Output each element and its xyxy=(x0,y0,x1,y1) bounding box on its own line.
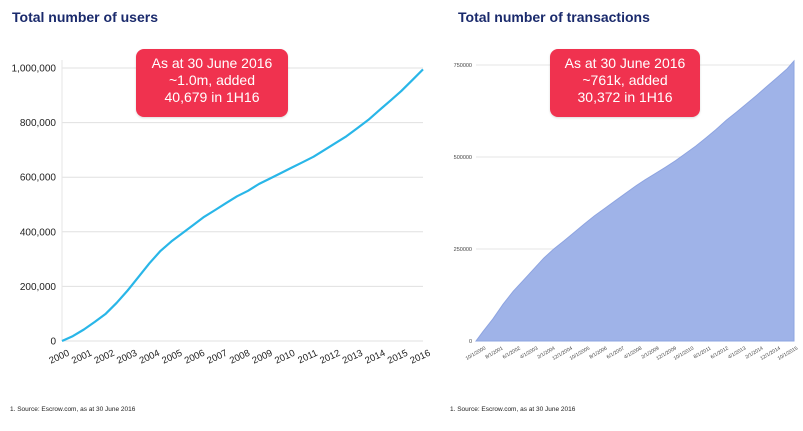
x-tick-label: 10/1/2000 xyxy=(465,345,487,361)
x-tick-label: 8/1/2011 xyxy=(693,345,713,360)
x-tick-label: 2006 xyxy=(183,348,207,367)
y-tick-label: 0 xyxy=(469,339,472,345)
users-callout-line-2: ~1.0m, added xyxy=(168,72,255,88)
x-tick-label: 10/1/2005 xyxy=(569,345,591,361)
x-tick-label: 10/1/2015 xyxy=(777,345,799,361)
x-tick-label: 2014 xyxy=(363,348,387,367)
x-tick-label: 2000 xyxy=(47,348,71,367)
x-tick-label: 2008 xyxy=(228,348,252,367)
users-chart-panel: Total number of users 0 200,000 400,000 600… xyxy=(10,9,430,413)
transactions-callout-line-2: ~761k, added xyxy=(582,72,668,88)
x-tick-label: 2010 xyxy=(273,348,297,367)
x-tick-label: 2011 xyxy=(296,348,319,367)
x-tick-label: 2013 xyxy=(341,348,365,367)
x-tick-label: 2012 xyxy=(318,348,342,367)
y-tick-label: 200,000 xyxy=(20,282,57,293)
y-tick-label: 600,000 xyxy=(20,173,57,184)
x-tick-label: 8/1/2001 xyxy=(484,345,504,360)
users-footnote: 1. Source: Escrow.com, as at 30 June 201… xyxy=(10,406,136,413)
x-tick-label: 6/1/2002 xyxy=(502,345,522,360)
x-tick-label: 2005 xyxy=(160,348,184,367)
users-chart-title: Total number of users xyxy=(12,9,158,25)
x-tick-label: 6/1/2012 xyxy=(710,345,730,360)
x-tick-label: 2002 xyxy=(93,348,117,367)
y-tick-label: 500000 xyxy=(454,155,472,161)
x-tick-label: 8/1/2006 xyxy=(588,345,608,360)
x-tick-label: 2007 xyxy=(205,348,229,367)
x-tick-label: 2003 xyxy=(115,348,139,367)
y-tick-label: 800,000 xyxy=(20,118,57,129)
transactions-series-area xyxy=(475,59,795,342)
transactions-footnote: 1. Source: Escrow.com, as at 30 June 201… xyxy=(450,406,576,413)
x-tick-label: 2015 xyxy=(386,348,410,367)
y-tick-label: 750000 xyxy=(454,63,472,69)
users-callout: As at 30 June 2016 ~1.0m, added 40,679 i… xyxy=(136,49,288,117)
x-tick-label: 10/1/2010 xyxy=(673,345,695,361)
transactions-callout-line-1: As at 30 June 2016 xyxy=(564,55,686,71)
users-series-line xyxy=(61,68,424,343)
x-tick-label: 2009 xyxy=(251,348,275,367)
x-tick-label: 2001 xyxy=(70,348,94,367)
transactions-chart-title: Total number of transactions xyxy=(458,9,650,25)
y-tick-label: 1,000,000 xyxy=(12,64,57,75)
y-tick-label: 250000 xyxy=(454,247,472,253)
x-tick-label: 2016 xyxy=(408,348,430,367)
transactions-callout-line-3: 30,372 in 1H16 xyxy=(577,89,673,105)
x-tick-label: 4/1/2003 xyxy=(519,345,539,360)
x-tick-label: 6/1/2007 xyxy=(606,345,626,360)
users-callout-line-3: 40,679 in 1H16 xyxy=(164,89,260,105)
transactions-callout: As at 30 June 2016 ~761k, added 30,372 i… xyxy=(550,49,700,117)
transactions-chart-panel: Total number of transactions 0 250000 5000… xyxy=(432,0,803,431)
x-tick-label: 2004 xyxy=(138,348,162,367)
x-tick-label: 4/1/2008 xyxy=(623,345,643,360)
y-tick-label: 400,000 xyxy=(20,227,57,238)
x-tick-label: 4/1/2013 xyxy=(727,345,747,360)
users-line-chart: 0 200,000 400,000 600,000 800,000 1,000,000 20… xyxy=(12,60,430,367)
y-tick-label: 0 xyxy=(50,337,56,348)
users-callout-line-1: As at 30 June 2016 xyxy=(151,55,273,71)
transactions-area-chart: 025000050000075000010/1/20008/1/20016/1/… xyxy=(454,59,799,362)
